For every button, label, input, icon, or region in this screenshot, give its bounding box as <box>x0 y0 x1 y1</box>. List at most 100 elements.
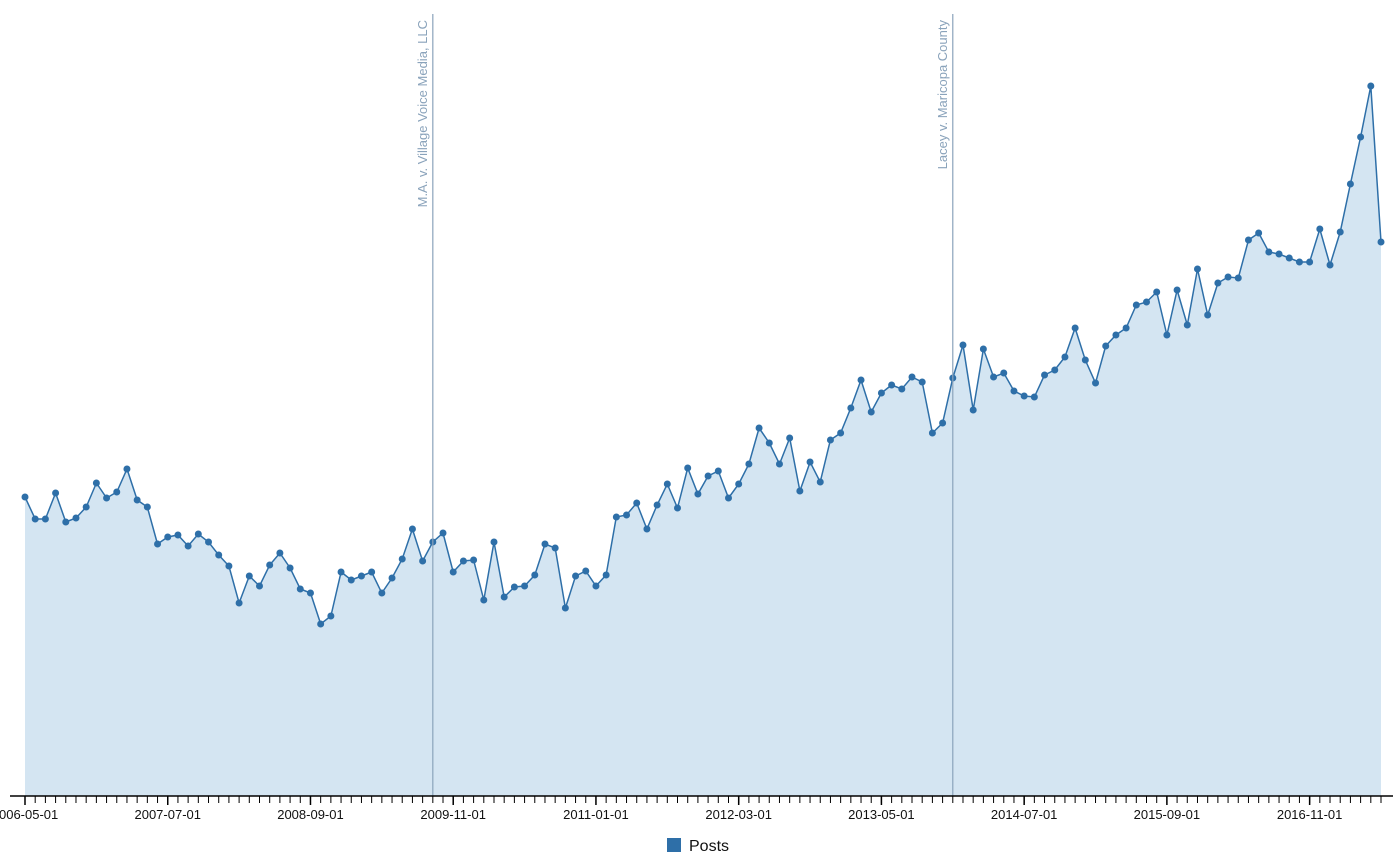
point <box>786 434 794 442</box>
point <box>174 531 182 539</box>
point <box>225 562 233 570</box>
point <box>990 373 998 381</box>
point <box>143 503 151 511</box>
point <box>1183 321 1191 329</box>
x-tick-label: 2015-09-01 <box>1134 807 1201 822</box>
point <box>31 515 39 523</box>
point <box>1051 366 1059 374</box>
point <box>1224 273 1232 281</box>
point <box>521 582 529 590</box>
point <box>255 582 263 590</box>
point <box>551 544 559 552</box>
point <box>52 489 60 497</box>
point <box>724 494 732 502</box>
x-tick-label: 2016-11-01 <box>1277 807 1343 822</box>
point <box>979 345 987 353</box>
annotation-label: M.A. v. Village Voice Media, LLC <box>415 20 430 207</box>
point <box>1112 331 1120 339</box>
point <box>816 478 824 486</box>
point <box>113 488 121 496</box>
point <box>266 561 274 569</box>
point <box>755 424 763 432</box>
point <box>572 572 580 580</box>
point <box>643 525 651 533</box>
point <box>459 557 467 565</box>
point <box>510 583 518 591</box>
point <box>653 501 661 509</box>
point <box>694 490 702 498</box>
point <box>623 511 631 519</box>
point <box>21 493 29 501</box>
point <box>531 571 539 579</box>
point <box>215 551 223 559</box>
point <box>674 504 682 512</box>
point <box>1061 353 1069 361</box>
point <box>592 582 600 590</box>
point <box>1163 331 1171 339</box>
point <box>663 480 671 488</box>
point <box>959 341 967 349</box>
point <box>1265 248 1273 256</box>
point <box>92 479 100 487</box>
point <box>72 514 80 522</box>
point <box>541 540 549 548</box>
point <box>888 381 896 389</box>
point <box>276 549 284 557</box>
point <box>327 612 335 620</box>
point <box>735 480 743 488</box>
point <box>847 404 855 412</box>
point <box>561 604 569 612</box>
point <box>1367 82 1375 90</box>
point <box>470 556 478 564</box>
point <box>286 564 294 572</box>
point <box>347 576 355 584</box>
point <box>704 472 712 480</box>
point <box>796 487 804 495</box>
point <box>296 585 304 593</box>
point <box>337 568 345 576</box>
point <box>867 408 875 416</box>
point <box>1122 324 1130 332</box>
point <box>612 513 620 521</box>
point <box>837 429 845 437</box>
x-tick-label: 2008-09-01 <box>277 807 344 822</box>
point <box>1132 301 1140 309</box>
point <box>969 406 977 414</box>
x-tick-label: 2014-07-01 <box>991 807 1058 822</box>
point <box>500 593 508 601</box>
point <box>928 429 936 437</box>
point <box>164 533 172 541</box>
point <box>123 465 131 473</box>
point <box>62 518 70 526</box>
point <box>184 542 192 550</box>
point <box>1326 261 1334 269</box>
point <box>194 530 202 538</box>
point <box>154 540 162 548</box>
point <box>714 467 722 475</box>
point <box>1255 229 1263 237</box>
point <box>245 572 253 580</box>
point <box>317 620 325 628</box>
point <box>1081 356 1089 364</box>
point <box>898 385 906 393</box>
x-tick-label: 2011-01-01 <box>563 807 629 822</box>
x-tick-label: 2007-07-01 <box>134 807 201 822</box>
point <box>582 567 590 575</box>
point <box>857 376 865 384</box>
point <box>1143 298 1151 306</box>
point <box>1336 228 1344 236</box>
point <box>775 460 783 468</box>
point <box>1357 133 1365 141</box>
point <box>765 439 773 447</box>
point <box>1316 225 1324 233</box>
point <box>602 571 610 579</box>
point <box>357 572 365 580</box>
point <box>490 538 498 546</box>
point <box>1173 286 1181 294</box>
point <box>1204 311 1212 319</box>
point <box>1234 274 1242 282</box>
point <box>205 538 213 546</box>
point <box>1295 258 1303 266</box>
point <box>41 515 49 523</box>
